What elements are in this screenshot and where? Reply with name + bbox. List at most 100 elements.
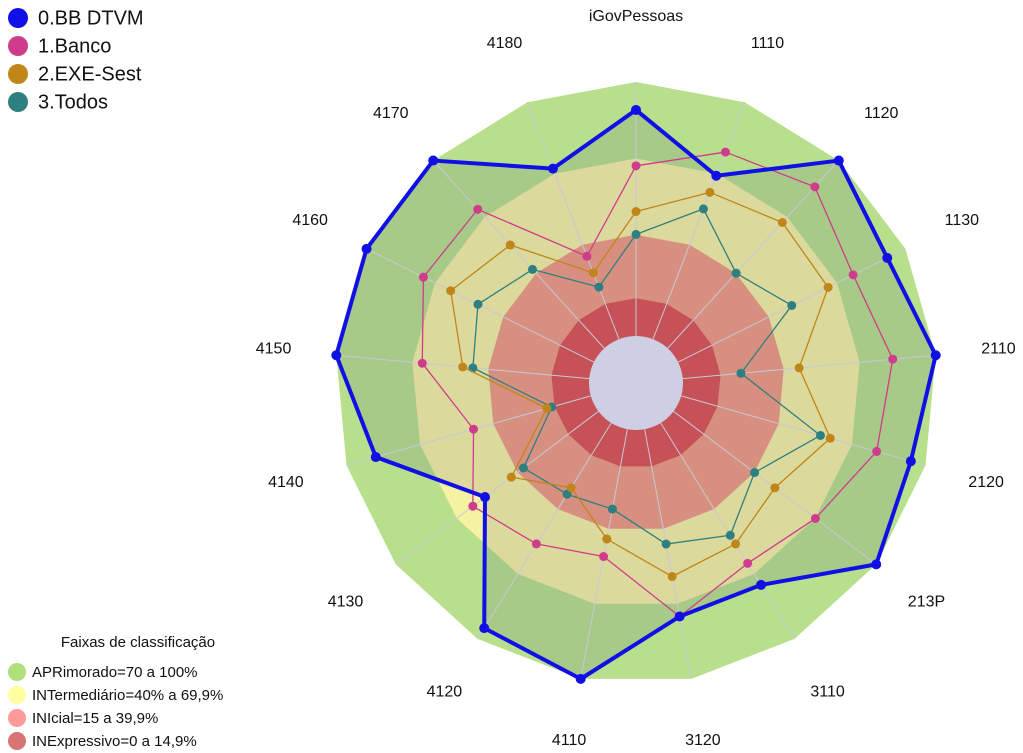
series-marker [575,673,586,684]
series-marker [562,489,572,499]
axis-label: 4120 [427,684,463,701]
series-marker [720,147,730,157]
spoke [644,429,692,679]
band-legend-marker [8,732,26,750]
axis-label: 213P [908,594,945,611]
series-marker [418,272,428,282]
series-marker [731,268,741,278]
axis-label: 4140 [268,474,304,491]
center-hole [589,336,683,430]
band-legend-marker [8,686,26,704]
series-marker [888,354,898,364]
spoke [395,410,599,565]
series-marker [711,170,722,181]
legend-label: 0.BB DTVM [38,7,144,29]
legend: 0.BB DTVM 1.Banco 2.EXE-Sest 3.Todos Faixas … [8,7,223,750]
series-marker [736,368,746,378]
series-marker [770,483,780,493]
series-marker [594,282,604,292]
series-marker [361,243,372,254]
series-marker [750,468,760,478]
band-legend-marker [8,709,26,727]
series-marker [458,362,468,372]
series-marker [810,182,820,192]
series-marker [631,161,641,171]
series-marker [872,446,882,456]
legend-marker [8,64,28,84]
series-marker [777,218,787,228]
series-line [472,208,822,545]
series-marker [542,403,552,413]
spoke [432,160,605,349]
series-marker [810,513,820,523]
series-marker [815,430,825,440]
band-legend-label: APRimorado=70 a 100% [32,664,198,681]
series-marker [468,501,478,511]
series-marker [473,299,483,309]
series-marker [905,456,916,467]
legend-label: 2.EXE-Sest [38,63,142,85]
spoke [660,422,795,640]
band-legend-label: INExpressivo=0 a 14,9% [32,733,197,750]
series-marker [871,559,882,570]
series-line [421,151,894,618]
series-marker [428,155,439,166]
series-marker [674,611,685,622]
series-marker [794,363,804,373]
series-marker [531,539,541,549]
series-marker [566,483,576,493]
series-marker [631,207,641,217]
series-marker [473,204,483,214]
series-marker [661,539,671,549]
series-marker [479,623,490,634]
series-line [450,191,831,578]
series-marker [370,452,381,463]
legend-label: 3.Todos [38,91,108,113]
series-marker [505,240,515,250]
series-marker [787,300,797,310]
legend-marker [8,36,28,56]
band-legend-marker [8,663,26,681]
series-marker [506,472,516,482]
axis-label: 2120 [968,474,1004,491]
spoke [477,422,612,640]
legend-marker [8,8,28,28]
legend-label: 1.Banco [38,35,111,57]
series-marker [547,163,558,174]
series-marker [731,539,741,549]
series-marker [417,358,427,368]
series-marker [667,572,677,582]
axis-label: 4180 [487,35,523,52]
series-marker [833,155,844,166]
axis-label: 2110 [981,341,1016,358]
axis-label: 1130 [945,212,980,229]
series-marker [825,433,835,443]
legend-marker [8,92,28,112]
axis-label: 4160 [292,212,328,229]
axis-label: 3120 [685,732,721,749]
series-marker [848,270,858,280]
axis-label: iGovPessoas [589,8,683,25]
legend-title: Faixas de classificação [61,634,215,651]
series-marker [631,104,641,115]
series-marker [705,187,715,197]
series-marker [823,282,833,292]
series-marker [882,252,893,263]
series-line [334,107,938,681]
band-legend-label: INTermediário=40% a 69,9% [32,687,223,704]
series-marker [743,558,753,568]
series-marker [602,534,612,544]
series-marker [631,229,641,239]
series-marker [582,251,592,261]
spoke [667,160,840,349]
axis-label: 3110 [810,684,845,701]
axis-label: 4130 [328,594,364,611]
series-marker [331,350,342,361]
band-legend-label: INIcial=15 a 39,9% [32,710,158,727]
series-marker [446,286,456,296]
series-marker [599,552,609,562]
spoke [652,102,746,340]
series-marker [930,350,941,361]
axis-label: 1120 [864,105,899,122]
